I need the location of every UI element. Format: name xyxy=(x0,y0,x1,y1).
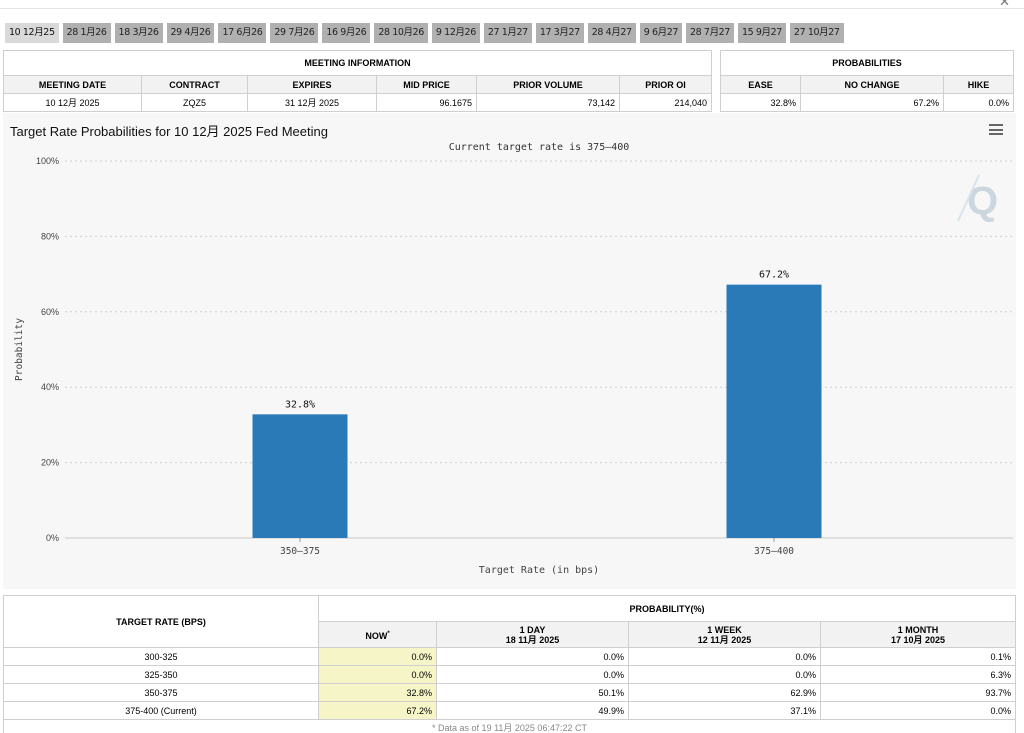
prior-oi-value: 214,040 xyxy=(619,93,712,112)
one-week-value: 62.9% xyxy=(628,683,821,702)
one-day-value: 0.0% xyxy=(436,665,629,684)
no-change-value: 67.2% xyxy=(800,93,944,112)
meeting-date-tabs: 10 12月25 28 1月26 18 3月26 29 4月26 17 6月26 29 7… xyxy=(5,23,844,43)
expires-value: 31 12月 2025 xyxy=(247,93,377,112)
rate-label: 375-400 (Current) xyxy=(3,701,319,720)
col-header-1-day: 1 DAY 18 11月 2025 xyxy=(436,621,629,648)
col-header-mid-price: MID PRICE xyxy=(376,75,477,94)
probability-group-header: PROBABILITY(%) xyxy=(318,595,1016,622)
bar-375–400 xyxy=(726,284,822,538)
one-day-value: 0.0% xyxy=(436,647,629,666)
chart-title: Target Rate Probabilities for 10 12月 202… xyxy=(10,124,328,139)
tab-meeting-date[interactable]: 9 6月27 xyxy=(639,23,683,43)
tab-meeting-date[interactable]: 9 12月26 xyxy=(431,23,480,43)
rate-label: 325-350 xyxy=(3,665,319,684)
one-week-value: 0.0% xyxy=(628,647,821,666)
now-value: 0.0% xyxy=(318,665,437,684)
tab-meeting-date[interactable]: 28 1月26 xyxy=(62,23,111,43)
one-day-value: 49.9% xyxy=(436,701,629,720)
hamburger-menu-icon[interactable] xyxy=(989,124,1003,135)
tab-meeting-date[interactable]: 15 9月27 xyxy=(737,23,786,43)
target-rate-probability-table: TARGET RATE (BPS) PROBABILITY(%) NOW* 1 … xyxy=(3,595,1016,733)
one-week-value: 0.0% xyxy=(628,665,821,684)
y-tick-label: 80% xyxy=(41,231,59,241)
col-header-now: NOW* xyxy=(318,621,437,648)
col-header-expires: EXPIRES xyxy=(247,75,377,94)
x-axis-label: Target Rate (in bps) xyxy=(479,565,599,576)
rate-label: 350-375 xyxy=(3,683,319,702)
tab-meeting-date[interactable]: 16 9月26 xyxy=(322,23,371,43)
y-tick-label: 0% xyxy=(46,533,59,543)
one-month-value: 0.1% xyxy=(820,647,1016,666)
one-day-value: 50.1% xyxy=(436,683,629,702)
tab-meeting-date[interactable]: 27 1月27 xyxy=(483,23,532,43)
meeting-date-value: 10 12月 2025 xyxy=(3,93,142,112)
probabilities-table: PROBABILITIES EASE NO CHANGE HIKE 32.8% … xyxy=(720,50,1014,112)
bar-value-label: 32.8% xyxy=(285,399,315,410)
one-month-value: 93.7% xyxy=(820,683,1016,702)
probabilities-group-header: PROBABILITIES xyxy=(720,50,1014,76)
tab-meeting-date[interactable]: 29 7月26 xyxy=(270,23,319,43)
y-tick-label: 100% xyxy=(36,156,59,166)
col-header-ease: EASE xyxy=(720,75,801,94)
mid-price-value: 96.1675 xyxy=(376,93,477,112)
watermark-q-icon: Q xyxy=(957,174,998,223)
col-header-1-month: 1 MONTH 17 10月 2025 xyxy=(820,621,1016,648)
tab-meeting-date[interactable]: 28 10月26 xyxy=(374,23,428,43)
y-tick-label: 20% xyxy=(41,458,59,468)
ease-value: 32.8% xyxy=(720,93,801,112)
top-divider xyxy=(0,8,1024,9)
x-tick-label: 350–375 xyxy=(280,546,320,557)
y-tick-label: 60% xyxy=(41,307,59,317)
chart-subtitle: Current target rate is 375–400 xyxy=(449,142,630,153)
data-timestamp-footnote: * Data as of 19 11月 2025 06:47:22 CT xyxy=(3,719,1016,733)
table-row: 350-375 32.8% 50.1% 62.9% 93.7% xyxy=(3,683,1016,702)
table-row: 325-350 0.0% 0.0% 0.0% 6.3% xyxy=(3,665,1016,684)
one-month-value: 6.3% xyxy=(820,665,1016,684)
col-header-hike: HIKE xyxy=(943,75,1014,94)
close-icon[interactable]: ✕ xyxy=(999,0,1010,9)
tab-meeting-date[interactable]: 17 6月26 xyxy=(218,23,267,43)
tab-meeting-date[interactable]: 18 3月26 xyxy=(114,23,163,43)
bar-350–375 xyxy=(252,414,348,538)
col-header-prior-volume: PRIOR VOLUME xyxy=(476,75,620,94)
one-month-value: 0.0% xyxy=(820,701,1016,720)
y-tick-label: 40% xyxy=(41,382,59,392)
now-value: 32.8% xyxy=(318,683,437,702)
tab-meeting-date[interactable]: 27 10月27 xyxy=(789,23,844,43)
x-tick-label: 375–400 xyxy=(754,546,794,557)
col-header-1-week: 1 WEEK 12 11月 2025 xyxy=(628,621,821,648)
tab-meeting-date[interactable]: 10 12月25 xyxy=(5,23,59,43)
col-header-meeting-date: MEETING DATE xyxy=(3,75,142,94)
meeting-information-table: MEETING INFORMATION MEETING DATE CONTRAC… xyxy=(3,50,712,112)
col-header-target-rate: TARGET RATE (BPS) xyxy=(3,595,319,648)
now-value: 67.2% xyxy=(318,701,437,720)
probability-bar-chart: Q Current target rate is 375–400 0% 20% 40%… xyxy=(14,142,1013,576)
tab-meeting-date[interactable]: 17 3月27 xyxy=(535,23,584,43)
chart-panel: Target Rate Probabilities for 10 12月 202… xyxy=(3,113,1016,589)
rate-label: 300-325 xyxy=(3,647,319,666)
y-axis-label: Probability xyxy=(14,318,25,381)
tab-meeting-date[interactable]: 28 4月27 xyxy=(587,23,636,43)
prior-volume-value: 73,142 xyxy=(476,93,620,112)
one-week-value: 37.1% xyxy=(628,701,821,720)
col-header-contract: CONTRACT xyxy=(141,75,248,94)
table-row: 300-325 0.0% 0.0% 0.0% 0.1% xyxy=(3,647,1016,666)
meeting-info-group-header: MEETING INFORMATION xyxy=(3,50,712,76)
col-header-prior-oi: PRIOR OI xyxy=(619,75,712,94)
hike-value: 0.0% xyxy=(943,93,1014,112)
col-header-no-change: NO CHANGE xyxy=(800,75,944,94)
contract-value: ZQZ5 xyxy=(141,93,248,112)
now-value: 0.0% xyxy=(318,647,437,666)
tab-meeting-date[interactable]: 29 4月26 xyxy=(166,23,215,43)
table-row: 375-400 (Current) 67.2% 49.9% 37.1% 0.0% xyxy=(3,701,1016,720)
bar-value-label: 67.2% xyxy=(759,270,789,281)
tab-meeting-date[interactable]: 28 7月27 xyxy=(686,23,734,43)
svg-text:Q: Q xyxy=(967,179,998,223)
